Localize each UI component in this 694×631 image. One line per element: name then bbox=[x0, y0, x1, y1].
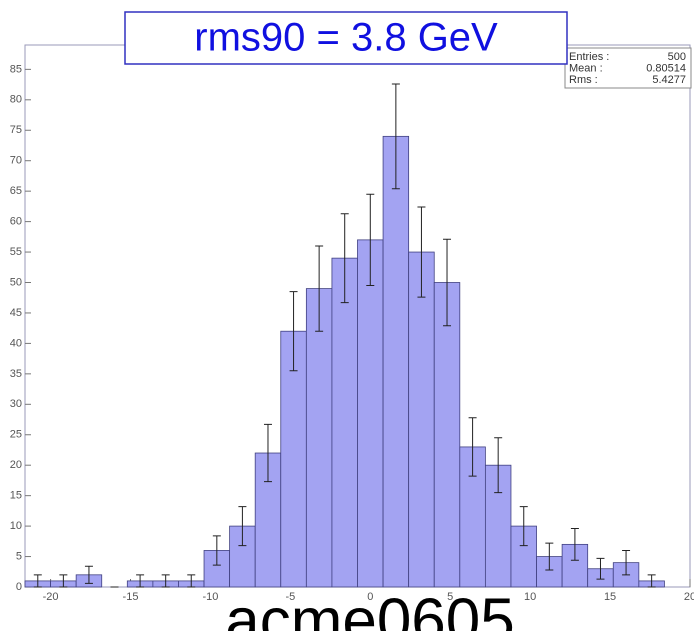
y-tick-label: 40 bbox=[10, 337, 22, 349]
y-tick-label: 75 bbox=[10, 124, 22, 136]
x-tick-label: 15 bbox=[604, 591, 616, 603]
y-tick-label: 0 bbox=[16, 581, 22, 593]
error-bar bbox=[187, 574, 196, 588]
x-tick-label: -20 bbox=[43, 591, 59, 603]
y-tick-label: 30 bbox=[10, 398, 22, 410]
error-bar bbox=[238, 506, 247, 547]
y-tick-label: 80 bbox=[10, 94, 22, 106]
error-bar bbox=[622, 549, 631, 576]
x-tick-label: 20 bbox=[684, 591, 694, 603]
error-bar bbox=[59, 574, 68, 588]
x-tick-label: 10 bbox=[524, 591, 536, 603]
y-tick-label: 85 bbox=[10, 63, 22, 75]
bar bbox=[382, 135, 410, 588]
bar bbox=[357, 239, 384, 588]
error-bar bbox=[33, 574, 42, 588]
error-bar bbox=[340, 213, 349, 304]
x-tick-label: 0 bbox=[367, 591, 373, 603]
y-tick-label: 65 bbox=[10, 185, 22, 197]
error-bar bbox=[443, 238, 452, 327]
y-tick-label: 70 bbox=[10, 155, 22, 167]
y-tick-label: 50 bbox=[10, 276, 22, 288]
error-bar bbox=[417, 206, 426, 298]
error-bar bbox=[84, 565, 93, 584]
stat-label: Rms : bbox=[569, 74, 598, 86]
title-box bbox=[124, 11, 568, 65]
error-bar bbox=[545, 542, 554, 571]
bar bbox=[408, 251, 435, 588]
stat-label: Entries : bbox=[569, 51, 609, 63]
error-bar bbox=[289, 291, 298, 372]
y-tick-label: 5 bbox=[16, 550, 22, 562]
stat-value: 5.4277 bbox=[652, 74, 686, 86]
error-bar bbox=[391, 83, 400, 190]
bar bbox=[331, 257, 358, 588]
stats-box bbox=[564, 47, 692, 89]
y-tick-label: 60 bbox=[10, 216, 22, 228]
error-bar bbox=[161, 574, 170, 588]
error-bar bbox=[136, 574, 145, 588]
y-tick-label: 20 bbox=[10, 459, 22, 471]
error-bar bbox=[519, 506, 528, 547]
bar bbox=[305, 288, 333, 588]
error-bar bbox=[570, 528, 579, 561]
stat-value: 500 bbox=[668, 51, 686, 63]
chart-title: rms90 = 3.8 GeV bbox=[194, 16, 498, 60]
y-tick-label: 10 bbox=[10, 520, 22, 532]
x-tick-label: 5 bbox=[447, 591, 453, 603]
stat-value: 0.80514 bbox=[646, 62, 686, 74]
y-tick-label: 25 bbox=[10, 429, 22, 441]
bar bbox=[280, 330, 307, 588]
bar bbox=[433, 282, 461, 588]
y-tick-label: 45 bbox=[10, 307, 22, 319]
error-bar bbox=[315, 245, 324, 332]
error-bar bbox=[468, 417, 477, 477]
stat-label: Mean : bbox=[569, 62, 603, 74]
x-tick-label: -15 bbox=[123, 591, 139, 603]
error-bar bbox=[366, 193, 375, 287]
error-bar bbox=[263, 423, 272, 483]
error-bar bbox=[494, 437, 503, 494]
y-tick-label: 55 bbox=[10, 246, 22, 258]
y-tick-label: 15 bbox=[10, 490, 22, 502]
caption: acme0605 bbox=[225, 586, 515, 631]
x-tick-label: -10 bbox=[202, 591, 218, 603]
y-tick-label: 35 bbox=[10, 368, 22, 380]
x-tick-label: -5 bbox=[285, 591, 295, 603]
error-bar bbox=[647, 574, 656, 588]
error-bar bbox=[596, 557, 605, 580]
error-bar bbox=[212, 535, 221, 566]
